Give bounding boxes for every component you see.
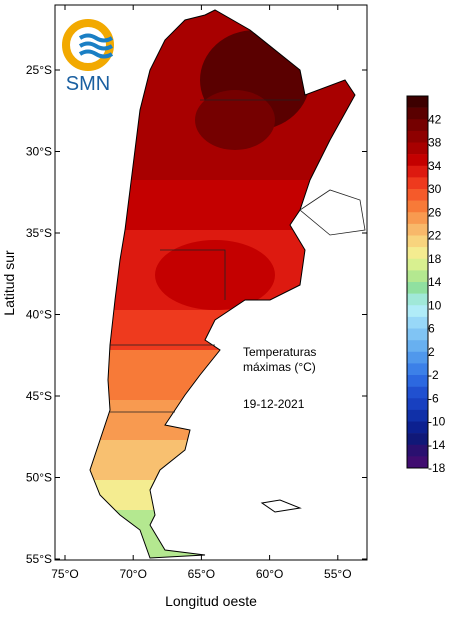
colorbar-label: -14 — [428, 438, 446, 452]
y-tick-label: 25°S — [26, 63, 52, 77]
colorbar-swatch — [407, 107, 428, 120]
colorbar-swatch — [407, 456, 428, 469]
x-tick-label: 75°O — [51, 567, 78, 581]
x-tick-label: 65°O — [188, 567, 215, 581]
colorbar-label: 2 — [428, 345, 435, 359]
colorbar-swatch — [407, 316, 428, 329]
x-tick-label: 55°O — [324, 567, 351, 581]
borders — [110, 99, 366, 413]
colorbar-swatch — [407, 142, 428, 155]
colorbar-swatch — [407, 340, 428, 353]
annotation-line: Temperaturas — [243, 345, 316, 359]
colorbar-label: 26 — [428, 205, 442, 219]
y-tick-label: 35°S — [26, 226, 52, 240]
colorbar-swatch — [407, 189, 428, 201]
colorbar-swatch — [407, 235, 428, 248]
y-tick-label: 55°S — [26, 552, 52, 566]
colorbar-swatch — [407, 258, 428, 271]
colorbar-swatch — [407, 96, 428, 108]
colorbar-label: 22 — [428, 229, 442, 243]
colorbar-swatch — [407, 119, 428, 132]
logo-text: SMN — [66, 73, 110, 95]
colorbar-swatch — [407, 444, 428, 457]
colorbar-label: 10 — [428, 298, 442, 312]
colorbar-label: 34 — [428, 159, 442, 173]
colorbar-swatch — [407, 375, 428, 387]
x-tick-label: 60°O — [256, 567, 283, 581]
colorbar-swatch — [407, 409, 428, 422]
colorbar-label: 6 — [428, 322, 435, 336]
y-tick-label: 40°S — [26, 308, 52, 322]
colorbar-swatch — [407, 351, 428, 364]
country-outline — [89, 9, 356, 559]
colorbar-swatch — [407, 270, 428, 283]
colorbar-label: -2 — [428, 368, 439, 382]
colorbar-swatch — [407, 212, 428, 225]
colorbar-swatch — [407, 282, 428, 294]
colorbar-swatch — [407, 328, 428, 341]
colorbar-label: 18 — [428, 252, 442, 266]
ticks: 75°O 70°O 65°O 60°O 55°O 25°S 30°S 35°S 40°S 45°S… — [26, 5, 367, 581]
smn-logo: SMN — [62, 19, 114, 95]
colorbar-label: 42 — [428, 112, 442, 126]
colorbar-swatch — [407, 293, 428, 306]
x-tick-label: 70°O — [119, 567, 146, 581]
colorbar-swatch — [407, 177, 428, 190]
colorbar-label: 30 — [428, 182, 442, 196]
y-tick-label: 45°S — [26, 389, 52, 403]
colorbar-swatch — [407, 223, 428, 236]
colorbar-swatch — [407, 200, 428, 213]
colorbar-swatch — [407, 386, 428, 399]
colorbar-label: 14 — [428, 275, 442, 289]
y-tick-label: 30°S — [26, 145, 52, 159]
colorbar-swatch — [407, 398, 428, 411]
colorbar-frame — [406, 95, 429, 469]
annotation-line: máximas (°C) — [243, 360, 316, 374]
colorbar-swatch — [407, 165, 428, 178]
colorbar: 42 38 34 30 26 22 18 14 10 6 2 -2 -6 -10 -14 -18 — [406, 95, 446, 475]
malvinas — [260, 499, 302, 513]
x-axis-label: Longitud oeste — [165, 593, 257, 609]
y-axis-label: Latitud sur — [1, 250, 17, 316]
colorbar-swatch — [407, 421, 428, 434]
colorbar-label: -10 — [428, 415, 446, 429]
colorbar-label: -18 — [428, 461, 446, 475]
colorbar-label: -6 — [428, 391, 439, 405]
colorbar-swatch — [407, 247, 428, 260]
colorbar-swatch — [407, 154, 428, 167]
colorbar-swatch — [407, 305, 428, 318]
colorbar-swatch — [407, 433, 428, 446]
colorbar-swatch — [407, 363, 428, 376]
colorbar-swatch — [407, 130, 428, 143]
annotation-date: 19-12-2021 — [243, 397, 305, 411]
colorbar-label: 38 — [428, 136, 442, 150]
y-tick-label: 50°S — [26, 471, 52, 485]
